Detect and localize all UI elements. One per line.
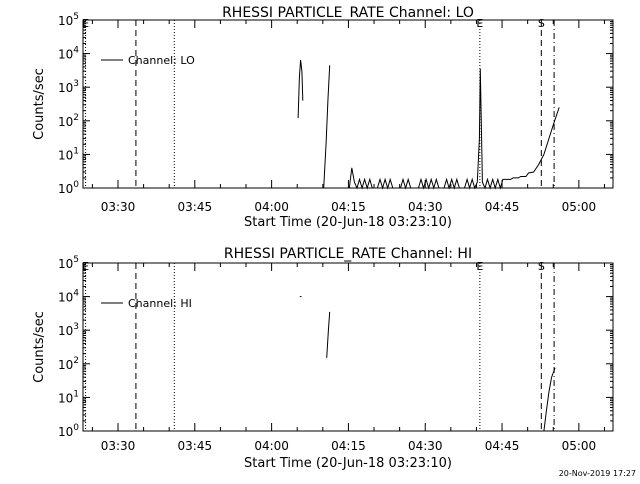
y-tick-label: 101 (58, 146, 79, 162)
chart-title: RHESSI PARTICLE_RATE Channel: HI (224, 246, 472, 262)
y-tick-label: 104 (58, 289, 79, 305)
data-series-line (297, 59, 304, 119)
x-tick-label: 04:15 (331, 200, 366, 214)
y-tick-label: 105 (58, 12, 79, 28)
y-tick-label: 100 (58, 423, 79, 439)
plot-frame (82, 262, 614, 432)
x-tick-label: 04:00 (254, 439, 289, 453)
data-series-line (331, 68, 560, 190)
data-series-line (326, 311, 331, 358)
y-tick-label: 100 (58, 180, 79, 196)
x-axis-label: Start Time (20-Jun-18 03:23:10) (244, 215, 452, 230)
data-series-line (323, 65, 331, 189)
y-tick-label: 102 (58, 113, 79, 129)
x-tick-label: 03:45 (178, 200, 213, 214)
x-tick-label: 05:00 (562, 439, 597, 453)
y-tick-label: 105 (58, 255, 79, 271)
x-tick-label: 04:15 (331, 439, 366, 453)
x-axis-label: Start Time (20-Jun-18 03:23:10) (244, 456, 452, 471)
vertical-marker-label: S (538, 17, 545, 30)
data-series-line (543, 367, 556, 432)
y-tick-label: 101 (58, 389, 79, 405)
y-tick-label: 103 (58, 322, 79, 338)
y-tick-label: 103 (58, 79, 79, 95)
y-tick-label: 104 (58, 46, 79, 62)
x-tick-label: 03:45 (178, 439, 213, 453)
x-tick-label: 04:45 (485, 200, 520, 214)
x-tick-label: 03:30 (101, 200, 136, 214)
plot-timestamp: 20-Nov-2019 17:27 (558, 469, 636, 478)
vertical-marker-label: E (82, 260, 89, 273)
chart-panel-1: RHESSI PARTICLE_RATE Channel: LO 100 101 10… (32, 5, 614, 230)
x-tick-label: 04:00 (254, 200, 289, 214)
legend-label: Channel: LO (128, 54, 195, 67)
vertical-marker-label: S (538, 260, 545, 273)
x-tick-label: 04:30 (408, 200, 443, 214)
x-tick-label: 05:00 (562, 200, 597, 214)
x-tick-label: 04:45 (485, 439, 520, 453)
x-tick-label: 04:30 (408, 439, 443, 453)
y-axis-label: Counts/sec (32, 311, 47, 383)
vertical-marker-label: E (82, 17, 89, 30)
y-tick-label: 102 (58, 356, 79, 372)
vertical-marker-label: E (476, 260, 483, 273)
x-tick-label: 03:30 (101, 439, 136, 453)
legend-label: Channel: HI (128, 297, 192, 310)
plot-frame (82, 19, 614, 189)
y-axis-label: Counts/sec (32, 68, 47, 140)
chart-panel-2: RHESSI PARTICLE_RATE Channel: HI 100 101 10… (32, 246, 614, 471)
chart-title: RHESSI PARTICLE_RATE Channel: LO (222, 5, 474, 21)
vertical-marker-label: E (476, 17, 483, 30)
